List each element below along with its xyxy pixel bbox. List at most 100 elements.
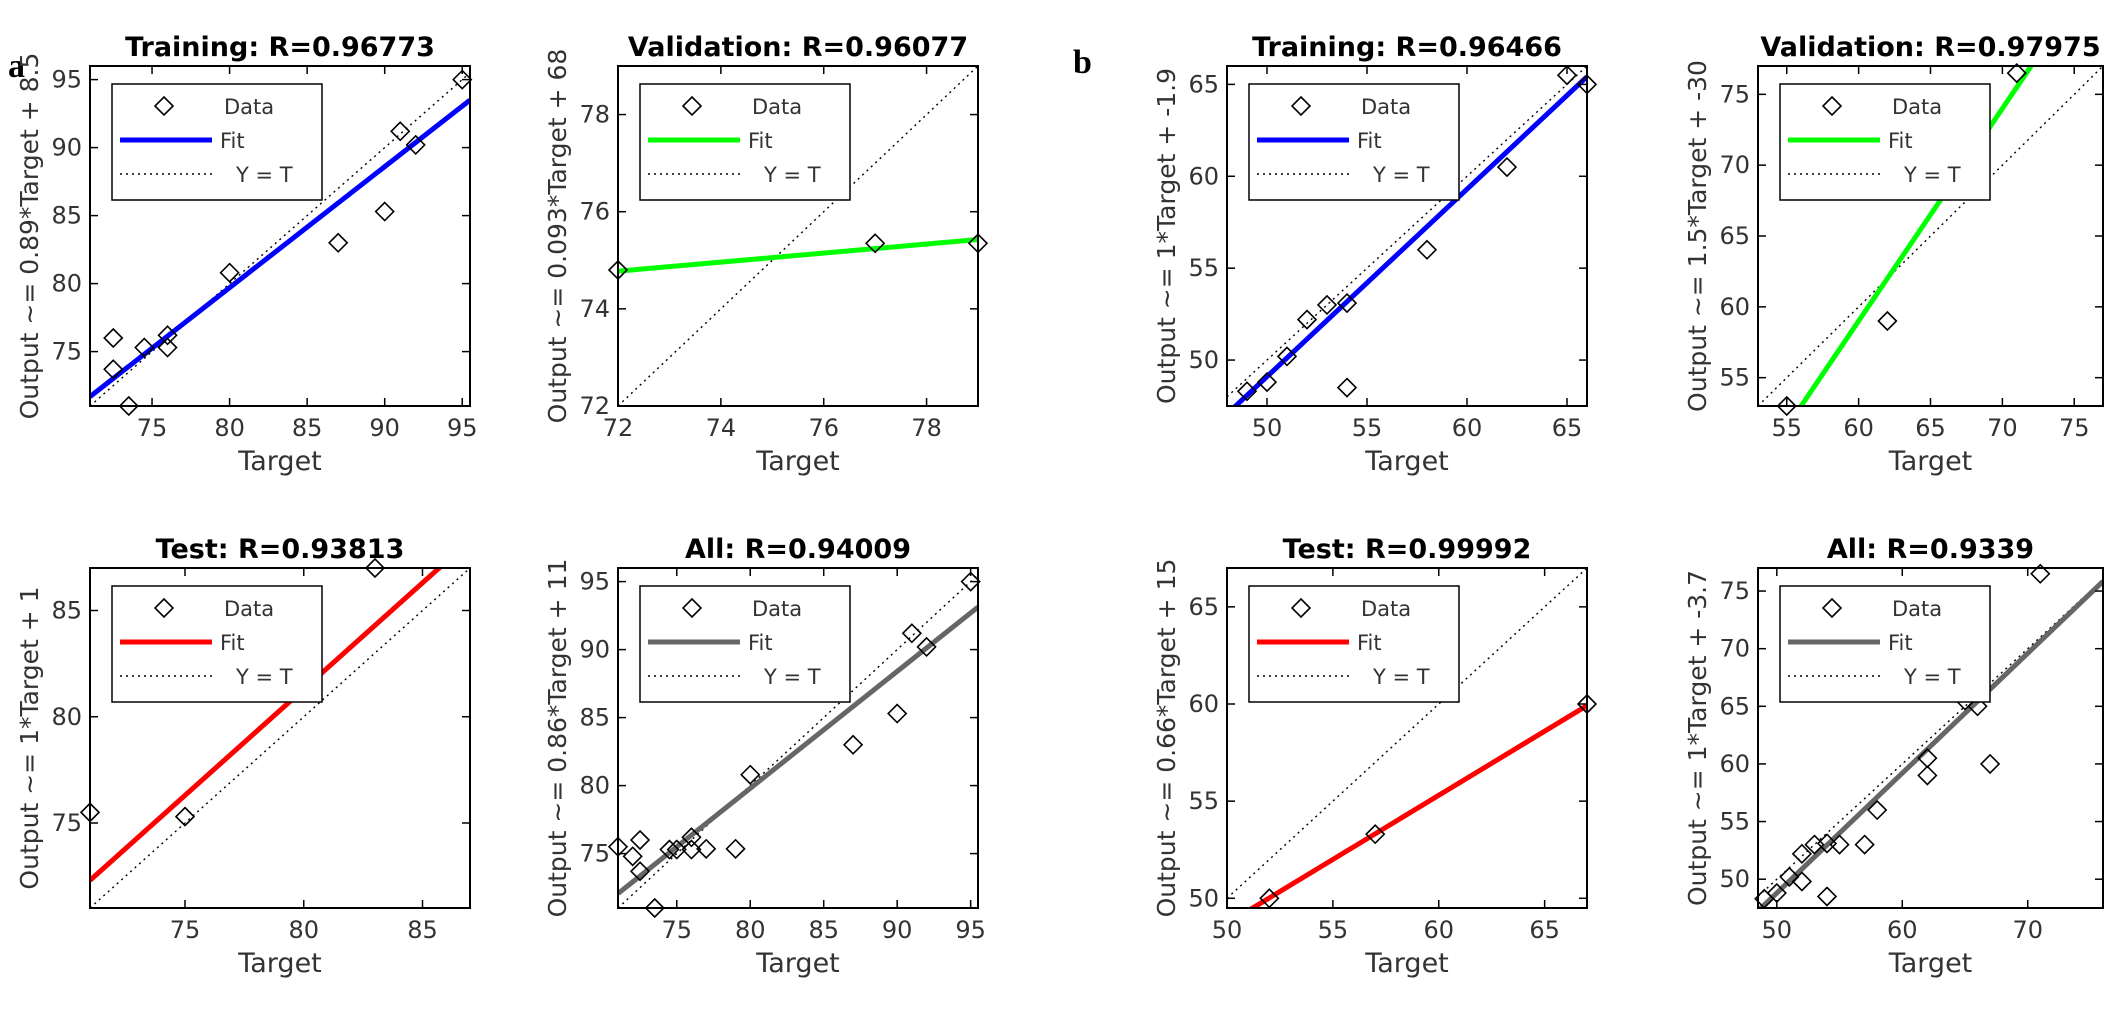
legend-data-label: Data bbox=[1892, 95, 1942, 119]
axes-frame bbox=[1757, 567, 2104, 909]
plot-5: 50 55 60 65 50 55 60 65 Training: R=0.96466 Targe… bbox=[1152, 32, 1598, 477]
legend-identity-label: Y = T bbox=[763, 163, 821, 187]
y-tick-label: 70 bbox=[1719, 635, 1750, 663]
data-point bbox=[405, 134, 426, 156]
legend: Data Fit Y = T bbox=[1779, 83, 1991, 201]
data-point bbox=[174, 806, 196, 827]
y-tick-label: 76 bbox=[579, 198, 610, 226]
x-axis-label: Target bbox=[237, 446, 322, 477]
x-tick-label: 80 bbox=[214, 414, 245, 442]
x-tick-label: 75 bbox=[170, 916, 201, 944]
y-axis-label: Output ~= 1*Target + 1 bbox=[15, 586, 44, 889]
data-point bbox=[659, 839, 680, 860]
legend-data-label: Data bbox=[1361, 95, 1411, 119]
y-tick-label: 55 bbox=[1188, 254, 1219, 282]
plot-title: Test: R=0.99992 bbox=[1283, 534, 1532, 565]
x-tick-label: 70 bbox=[1987, 414, 2018, 442]
x-tick-label: 55 bbox=[1352, 414, 1383, 442]
data-point bbox=[103, 327, 124, 349]
x-tick-label: 74 bbox=[706, 414, 737, 442]
plot-8: 50 60 70 50 55 60 65 70 75 All: R=0.9339 Target Out… bbox=[1683, 534, 2104, 979]
y-tick-label: 60 bbox=[1188, 690, 1219, 718]
data-point bbox=[696, 838, 717, 859]
x-tick-label: 75 bbox=[2059, 414, 2090, 442]
y-tick-label: 80 bbox=[51, 270, 82, 298]
data-point bbox=[1496, 156, 1518, 178]
x-tick-label: 60 bbox=[1843, 414, 1874, 442]
legend-identity-label: Y = T bbox=[763, 665, 821, 689]
axes-frame bbox=[1226, 567, 1588, 909]
y-tick-label: 80 bbox=[51, 703, 82, 731]
x-axis-label: Target bbox=[1364, 948, 1449, 979]
identity-line bbox=[1758, 66, 2103, 406]
legend-data-marker bbox=[153, 95, 175, 117]
x-tick-label: 85 bbox=[407, 916, 438, 944]
y-tick-label: 72 bbox=[579, 392, 610, 420]
y-tick-label: 65 bbox=[1188, 70, 1219, 98]
data-point bbox=[681, 827, 702, 848]
data-point bbox=[2030, 563, 2051, 584]
legend-data-marker bbox=[1821, 95, 1843, 117]
data-point bbox=[1829, 834, 1850, 855]
data-point bbox=[1779, 866, 1800, 888]
data-point bbox=[622, 846, 643, 867]
data-point bbox=[1791, 843, 1813, 864]
plot-3: 75 80 85 75 80 85 Test: R=0.93813 Target Output … bbox=[15, 534, 471, 979]
y-tick-label: 55 bbox=[1188, 787, 1219, 815]
y-axis-label: Output ~= 0.86*Target + 11 bbox=[543, 559, 572, 918]
x-tick-label: 85 bbox=[808, 916, 839, 944]
data-point bbox=[1854, 834, 1875, 855]
data-point bbox=[103, 359, 124, 380]
fit-line bbox=[1247, 703, 1587, 908]
y-axis-label: Output ~= 0.66*Target + 15 bbox=[1152, 559, 1181, 918]
x-axis-label: Target bbox=[1364, 446, 1449, 477]
legend-identity-label: Y = T bbox=[235, 163, 293, 187]
x-tick-label: 55 bbox=[1771, 414, 1802, 442]
fit-line bbox=[1758, 579, 2103, 908]
data-point bbox=[666, 839, 687, 860]
data-point bbox=[887, 703, 908, 724]
legend-data-marker bbox=[1290, 597, 1312, 619]
data-point bbox=[134, 337, 155, 358]
plot-title: Training: R=0.96773 bbox=[125, 32, 435, 63]
legend-data-marker bbox=[681, 95, 703, 117]
x-tick-label: 85 bbox=[292, 414, 323, 442]
y-tick-label: 75 bbox=[579, 840, 610, 868]
y-tick-label: 95 bbox=[579, 568, 610, 596]
x-tick-label: 95 bbox=[447, 414, 478, 442]
axes-frame bbox=[89, 567, 471, 909]
data-point bbox=[390, 121, 411, 142]
legend-identity-label: Y = T bbox=[1372, 665, 1430, 689]
legend: Data Fit Y = T bbox=[1779, 585, 1991, 703]
y-tick-label: 85 bbox=[51, 597, 82, 625]
y-tick-label: 65 bbox=[1188, 593, 1219, 621]
y-tick-label: 75 bbox=[51, 809, 82, 837]
plot-title: Validation: R=0.97975 bbox=[1760, 32, 2100, 63]
legend-data-marker bbox=[153, 597, 175, 619]
identity-line bbox=[618, 66, 978, 406]
data-point bbox=[1365, 824, 1386, 845]
data-point bbox=[1336, 377, 1358, 398]
y-tick-label: 50 bbox=[1188, 346, 1219, 374]
data-point bbox=[374, 201, 395, 222]
data-point bbox=[1316, 294, 1338, 316]
data-point bbox=[842, 734, 864, 755]
legend: Data Fit Y = T bbox=[111, 83, 323, 201]
data-point bbox=[916, 636, 937, 658]
data-point bbox=[364, 557, 386, 579]
x-tick-label: 65 bbox=[1552, 414, 1583, 442]
y-tick-label: 75 bbox=[1719, 577, 1750, 605]
y-tick-label: 95 bbox=[51, 66, 82, 94]
y-tick-label: 60 bbox=[1188, 162, 1219, 190]
data-point bbox=[629, 861, 651, 882]
legend: Data Fit Y = T bbox=[1248, 585, 1460, 703]
legend-fit-label: Fit bbox=[1888, 129, 1913, 153]
data-point bbox=[901, 623, 923, 644]
data-point bbox=[1791, 871, 1813, 892]
data-point bbox=[328, 232, 349, 253]
data-point bbox=[219, 262, 240, 283]
y-tick-label: 85 bbox=[51, 202, 82, 230]
legend-data-label: Data bbox=[1892, 597, 1942, 621]
legend-data-marker bbox=[681, 597, 703, 619]
